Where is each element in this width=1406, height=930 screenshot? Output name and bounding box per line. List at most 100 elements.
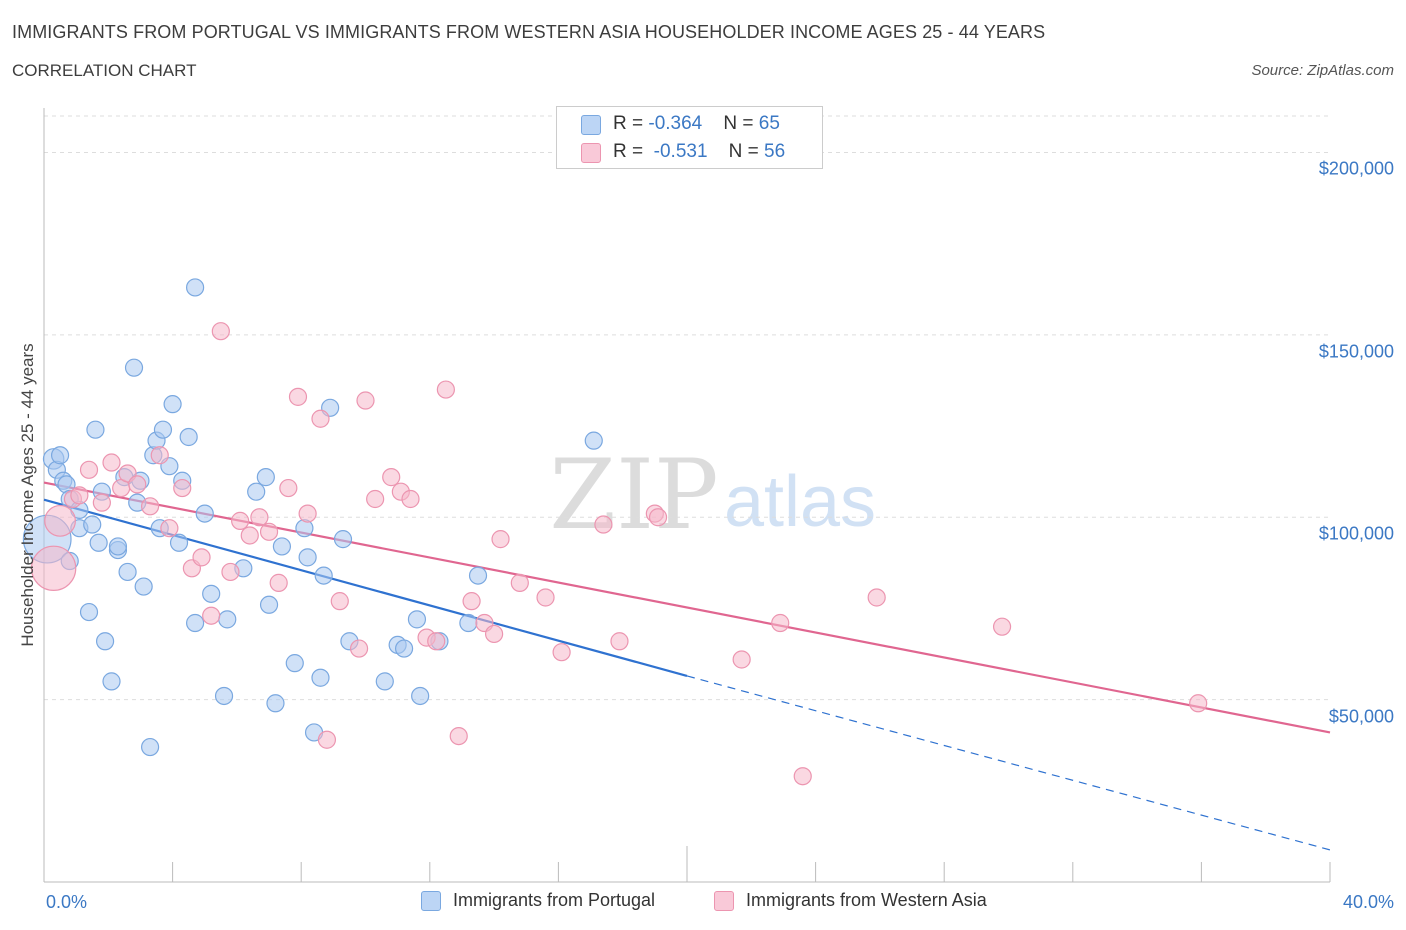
data-point-pink [211, 322, 230, 341]
data-point-pink [610, 632, 629, 651]
data-point-blue [79, 602, 99, 622]
data-point-blue [314, 566, 333, 585]
n-value: 56 [764, 141, 786, 162]
gridlines [44, 115, 1330, 701]
y-axis-label: Householder Income Ages 25 - 44 years [18, 343, 37, 647]
data-point-blue [186, 278, 205, 297]
data-point-pink [298, 504, 317, 523]
data-point-pink [173, 478, 192, 498]
data-point-pink [867, 588, 886, 607]
r-value: -0.364 [648, 113, 703, 134]
data-point-pink [44, 504, 76, 537]
data-point-pink [510, 573, 529, 592]
data-point-pink [449, 726, 468, 746]
data-point-pink [401, 489, 420, 509]
data-point-blue [407, 610, 427, 629]
data-point-pink [202, 606, 221, 625]
watermark: ZIP atlas [549, 439, 876, 551]
data-point-blue [247, 482, 266, 501]
data-point-blue [266, 694, 285, 713]
data-point-blue [214, 686, 234, 706]
data-point-pink [160, 519, 179, 538]
data-point-pink [70, 486, 89, 505]
data-point-blue [118, 562, 137, 582]
n-label: N = [728, 141, 765, 162]
data-point-blue [459, 613, 478, 633]
trend-line-extension-blue [686, 675, 1331, 851]
data-point-pink [30, 545, 77, 592]
data-point-pink [330, 592, 349, 611]
data-point-blue [134, 577, 153, 596]
data-point-pink [436, 380, 455, 399]
data-point-pink [92, 493, 111, 512]
data-point-blue [169, 533, 189, 552]
data-point-blue [259, 595, 279, 614]
data-point-pink [594, 515, 613, 534]
data-point-pink [485, 624, 504, 644]
axes [43, 108, 1331, 883]
data-point-blue [202, 584, 221, 603]
data-point-blue [394, 639, 414, 658]
data-point-pink [311, 409, 330, 428]
data-point-blue [411, 686, 430, 706]
data-point-blue [50, 446, 70, 465]
data-point-blue [163, 395, 182, 414]
chart-subtitle: CORRELATION CHART [12, 61, 197, 80]
data-point-blue [298, 548, 317, 567]
data-point-blue [108, 537, 128, 556]
y-tick-label: $150,000 [1318, 341, 1394, 362]
watermark-zip: ZIP [549, 439, 718, 551]
data-point-blue [186, 613, 205, 633]
data-point-blue [468, 566, 488, 585]
legend-swatch-pink [581, 143, 601, 163]
data-point-blue [272, 537, 292, 556]
n-label: N = [723, 113, 759, 134]
data-point-blue [86, 420, 105, 439]
x-tick-label-min: 0.0% [46, 892, 88, 912]
data-point-pink [128, 475, 147, 494]
data-point-pink [349, 639, 369, 658]
data-point-pink [648, 508, 668, 527]
data-point-pink [462, 592, 481, 611]
x-tick-label-max: 40.0% [1342, 892, 1394, 912]
data-point-pink [288, 387, 308, 406]
r-label: R = [613, 113, 649, 134]
data-point-pink [250, 508, 269, 527]
data-point-pink [240, 526, 259, 545]
data-point-pink [793, 767, 812, 786]
data-point-blue [285, 654, 304, 673]
data-point-blue [153, 420, 173, 439]
data-point-pink [356, 391, 375, 410]
data-point-pink [382, 468, 401, 487]
data-point-pink [317, 730, 337, 749]
data-point-pink [992, 617, 1012, 636]
data-point-blue [124, 358, 144, 377]
data-point-pink [536, 588, 555, 607]
data-point-blue [102, 672, 121, 691]
data-point-blue [256, 468, 275, 487]
data-point-blue [218, 610, 237, 629]
watermark-atlas: atlas [724, 462, 876, 542]
stats-legend: R = -0.364 N = 65 R = -0.531 N = 56 [556, 106, 823, 169]
data-point-pink [192, 548, 211, 567]
data-point-pink [279, 478, 298, 498]
data-point-pink [231, 511, 250, 530]
data-point-pink [102, 453, 121, 472]
r-label: R = [613, 141, 649, 162]
n-value: 65 [758, 113, 780, 134]
data-point-pink [491, 530, 510, 549]
legend-swatch-blue [421, 891, 441, 911]
data-point-blue [83, 515, 102, 534]
chart-title: IMMIGRANTS FROM PORTUGAL VS IMMIGRANTS F… [12, 22, 1046, 42]
data-point-pink [732, 650, 751, 669]
data-point-blue [584, 431, 603, 450]
data-point-blue [140, 737, 160, 757]
data-point-blue [375, 672, 394, 691]
data-point-blue [333, 530, 353, 549]
data-points [22, 278, 1208, 786]
data-point-pink [150, 446, 169, 465]
legend-label: Immigrants from Portugal [453, 890, 656, 910]
data-point-pink [366, 489, 385, 509]
data-point-pink [140, 497, 160, 516]
legend-label: Immigrants from Western Asia [746, 890, 987, 910]
